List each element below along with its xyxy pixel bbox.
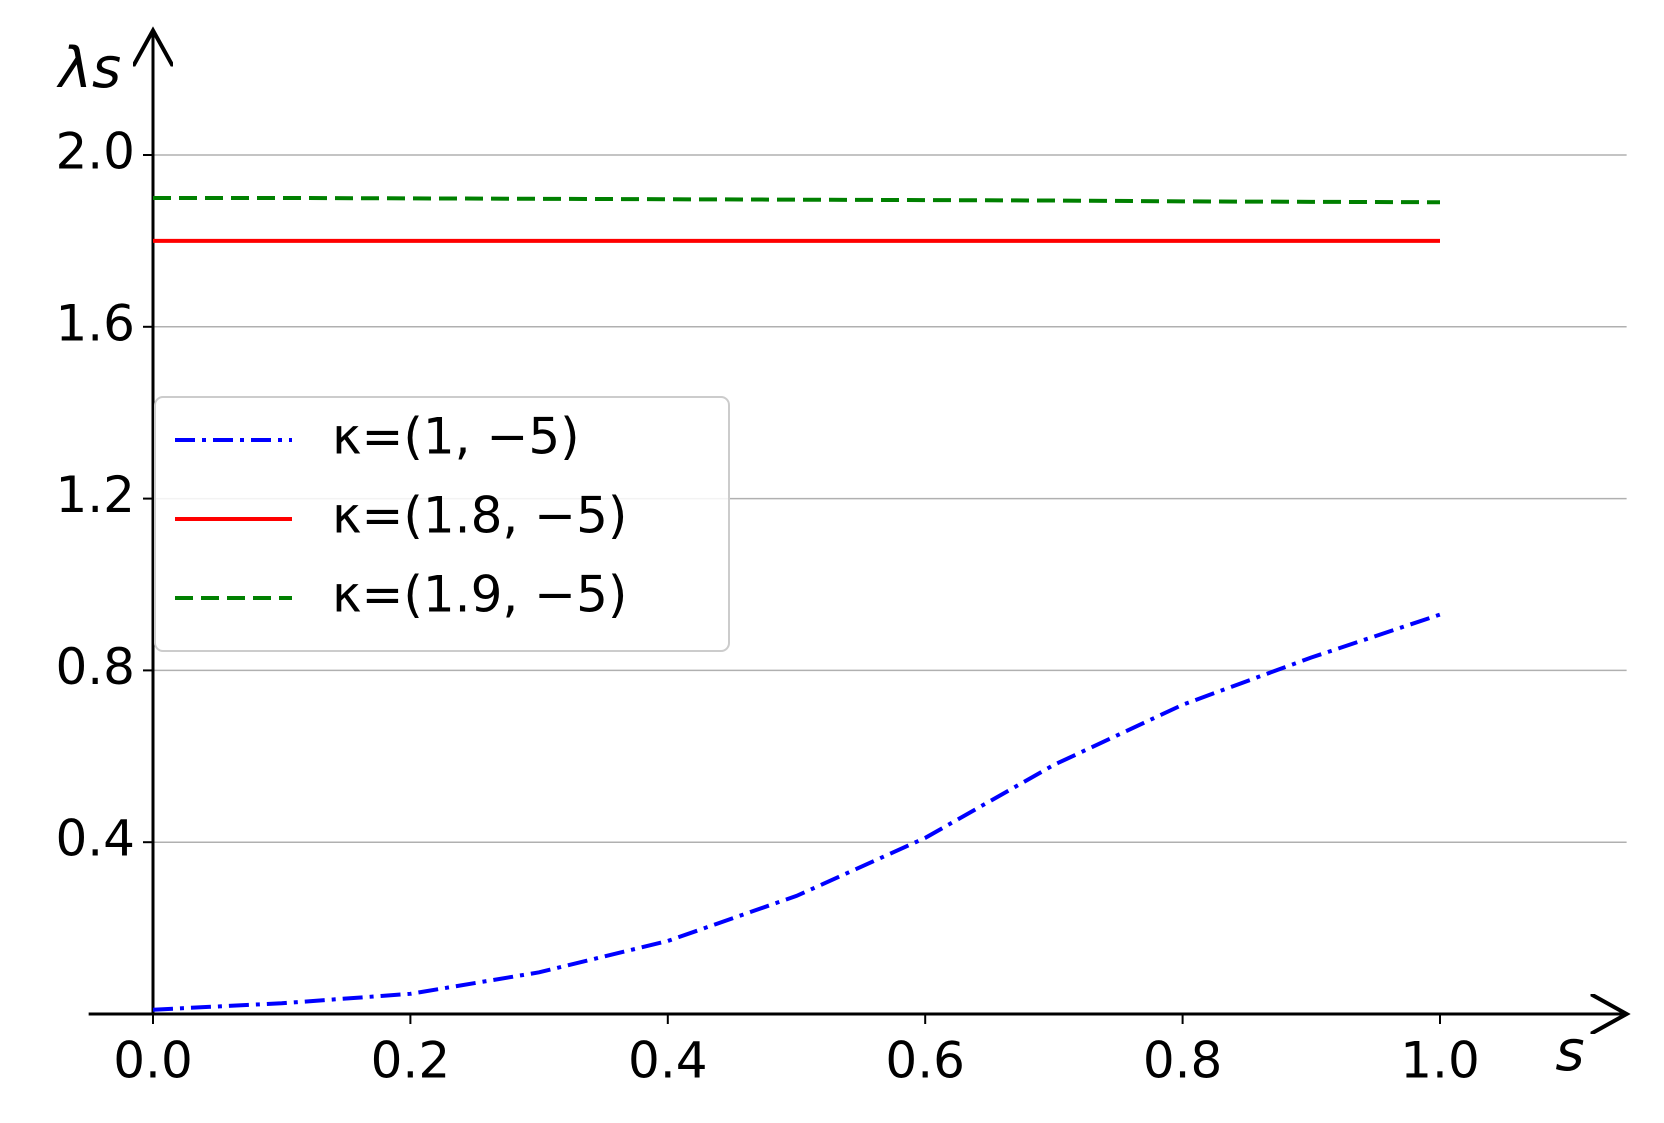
x-tick-label: 1.0 — [1400, 1032, 1480, 1090]
legend-label: κ=(1, −5) — [332, 408, 580, 466]
legend-label: κ=(1.9, −5) — [332, 566, 627, 624]
x-tick-label: 0.4 — [628, 1032, 708, 1090]
y-tick-label: 0.4 — [55, 810, 135, 868]
x-tick-label: 0.8 — [1143, 1032, 1223, 1090]
y-tick-label: 2.0 — [55, 123, 135, 181]
legend-box — [154, 396, 730, 652]
x-tick-label: 0.6 — [885, 1032, 965, 1090]
series-line — [153, 195, 1441, 205]
series-line — [152, 612, 1441, 1012]
legend-label: κ=(1.8, −5) — [332, 487, 627, 545]
y-tick-label: 0.8 — [55, 638, 135, 696]
x-axis-label: s — [1555, 1019, 1584, 1084]
x-tick-label: 0.0 — [113, 1032, 193, 1090]
y-tick-label: 1.2 — [55, 466, 135, 524]
legend: κ=(1, −5) κ=(1.8, −5) κ=(1.9, −5) — [154, 396, 730, 652]
y-axis-label: λs — [56, 36, 121, 101]
x-tick-label: 0.2 — [371, 1032, 451, 1090]
y-tick-label: 1.6 — [55, 294, 135, 352]
